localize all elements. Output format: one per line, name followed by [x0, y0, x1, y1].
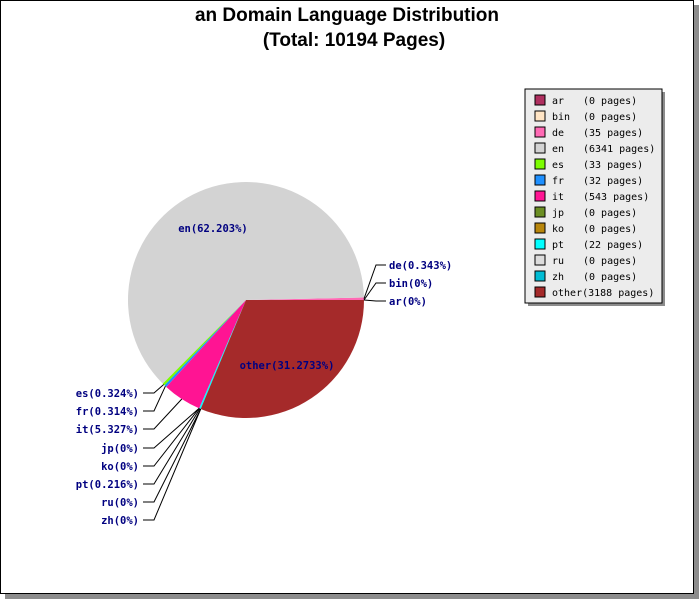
legend-swatch-es [534, 158, 546, 170]
legend-swatch-ar [534, 94, 546, 106]
legend-count-jp: (0 pages) [583, 208, 637, 219]
pie-slice-other [200, 300, 364, 419]
legend-swatch-ko [534, 222, 546, 234]
legend-swatch-it [534, 190, 546, 202]
legend-box [524, 88, 663, 304]
legend-swatch-en [534, 142, 546, 154]
slice-label-ar: ar(0%) [389, 296, 427, 308]
legend-swatch-jp [534, 206, 546, 218]
slice-label-bin: bin(0%) [389, 278, 433, 290]
legend-swatch-zh [534, 270, 546, 282]
legend-code-es: es [552, 160, 564, 171]
chart-title: an Domain Language Distribution [195, 5, 499, 26]
pie-slice-es [162, 300, 246, 386]
leader-line-bin [363, 282, 386, 301]
legend-swatch-de [534, 126, 546, 138]
legend-count-es: (33 pages) [583, 160, 643, 171]
legend-count-fr: (32 pages) [583, 176, 643, 187]
legend-swatch-other [534, 286, 546, 298]
legend-count-de: (35 pages) [583, 128, 643, 139]
slice-label-es: es(0.324%) [76, 388, 139, 400]
legend-count-pt: (22 pages) [583, 240, 643, 251]
legend-count-zh: (0 pages) [583, 272, 637, 283]
legend-count-bin: (0 pages) [583, 112, 637, 123]
legend-code-it: it [552, 192, 564, 203]
slice-label-en: en(62.203%) [178, 223, 248, 235]
legend-code-en: en [552, 144, 564, 155]
legend-label-other: other(3188 pages) [552, 288, 654, 299]
slice-label-de: de(0.343%) [389, 260, 452, 272]
legend-code-bin: bin [552, 112, 570, 123]
chart-subtitle: (Total: 10194 Pages) [263, 30, 445, 51]
slice-label-jp: jp(0%) [101, 443, 139, 455]
legend-code-pt: pt [552, 240, 564, 251]
pie-slice-it [166, 300, 246, 409]
pie-slice-en [127, 181, 364, 384]
pie-slice-de [246, 297, 364, 300]
legend-swatch-fr [534, 174, 546, 186]
leader-line-zh [143, 408, 202, 521]
legend-code-ru: ru [552, 256, 564, 267]
legend-swatch-pt [534, 238, 546, 250]
legend-code-de: de [552, 128, 564, 139]
slice-label-pt: pt(0.216%) [76, 479, 139, 491]
legend-count-ko: (0 pages) [583, 224, 637, 235]
leader-line-fr [143, 385, 166, 412]
legend-code-zh: zh [552, 272, 564, 283]
slice-label-zh: zh(0%) [101, 515, 139, 527]
legend-swatch-bin [534, 110, 546, 122]
pie-slice-pt [199, 300, 246, 409]
legend-code-jp: jp [552, 208, 564, 219]
leader-line-ko [143, 407, 200, 467]
leader-line-ru [143, 408, 202, 503]
legend-count-it: (543 pages) [583, 192, 649, 203]
leader-line-es [143, 384, 165, 394]
legend-code-fr: fr [552, 176, 564, 187]
legend-count-ru: (0 pages) [583, 256, 637, 267]
slice-label-ko: ko(0%) [101, 461, 139, 473]
slice-label-other: other(31.2733%) [240, 360, 335, 372]
slice-label-it: it(5.327%) [76, 424, 139, 436]
legend-count-ar: (0 pages) [583, 96, 637, 107]
legend-swatch-ru [534, 254, 546, 266]
pie-slices [127, 181, 364, 419]
leader-line-ar [363, 299, 386, 302]
legend-code-ko: ko [552, 224, 564, 235]
legend-count-en: (6341 pages) [583, 144, 655, 155]
slice-labels: en(62.203%) other(31.2733%) de(0.343%) bin(… [76, 223, 452, 527]
slice-label-fr: fr(0.314%) [76, 406, 139, 418]
slice-label-ru: ru(0%) [101, 497, 139, 509]
leader-line-de [363, 264, 386, 299]
leader-line-jp [143, 407, 200, 449]
legend-code-ar: ar [552, 96, 564, 107]
leader-line-it [143, 398, 183, 430]
leader-line-pt [143, 408, 201, 485]
legend: ar (0 pages) bin (0 pages) de (35 pages) en (63… [524, 88, 665, 306]
pie-slice-fr [164, 300, 246, 387]
